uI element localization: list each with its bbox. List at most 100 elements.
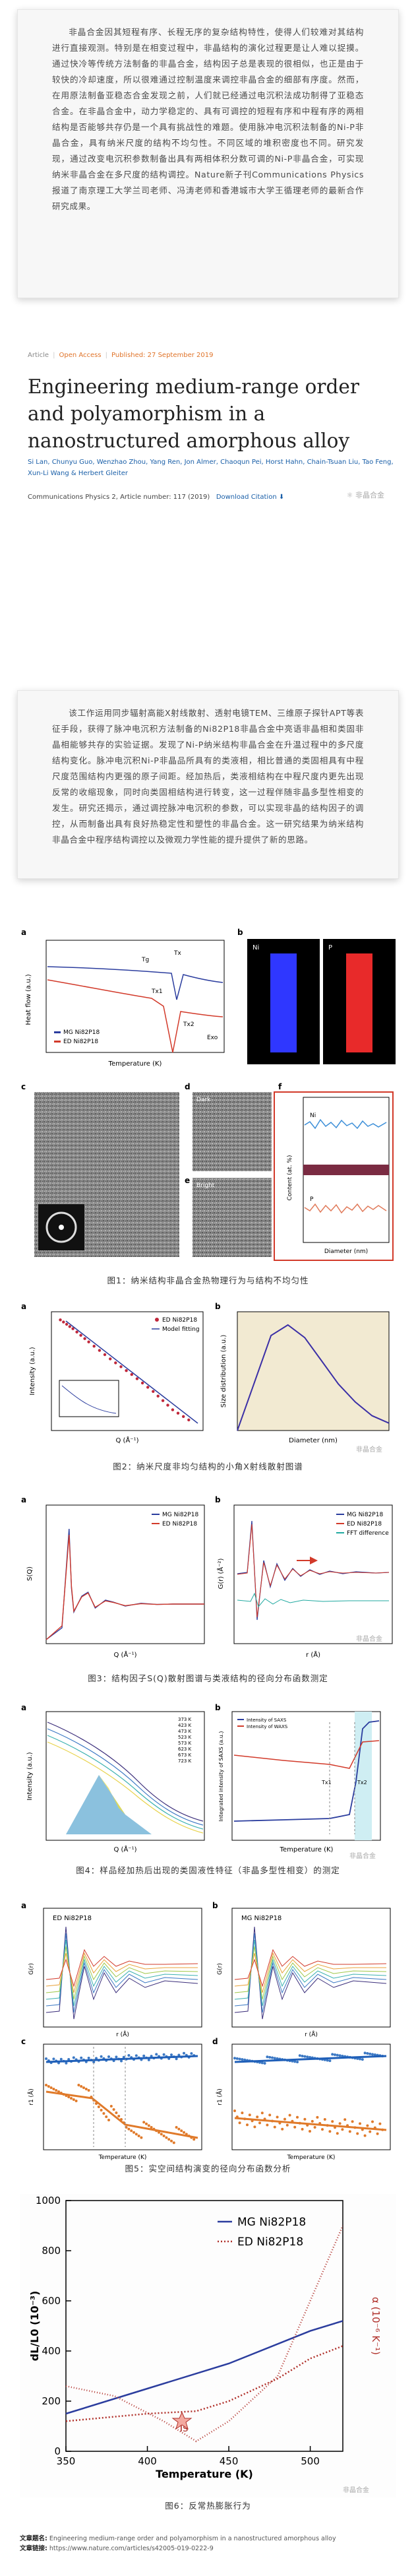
saxs-point bbox=[62, 1320, 65, 1324]
panel-label-b: b bbox=[215, 1302, 221, 1311]
footer: 文章题名: Engineering medium-range order and… bbox=[20, 2534, 396, 2554]
open-access-badge[interactable]: Open Access bbox=[59, 352, 102, 359]
r1-point bbox=[260, 2061, 264, 2065]
fig1f-ylabel: Content (at. %) bbox=[287, 1155, 293, 1201]
gr-ed-line bbox=[237, 1524, 390, 1618]
paper-title: Engineering medium-range order and polya… bbox=[28, 375, 359, 452]
fig5b-xlabel: r (Å) bbox=[305, 2030, 318, 2038]
r2-point bbox=[72, 2098, 75, 2101]
y-tick-label: 0 bbox=[54, 2445, 61, 2457]
r1-point bbox=[59, 2057, 63, 2061]
r2-point bbox=[316, 2115, 319, 2119]
x-tick-label: 400 bbox=[138, 2455, 157, 2467]
legend-ed: ED Ni82P18 bbox=[63, 1039, 98, 1045]
x-tick-label: 350 bbox=[57, 2455, 76, 2467]
saxs-point bbox=[119, 1365, 123, 1368]
r2-point bbox=[183, 2131, 185, 2134]
legend-mg: MG Ni82P18 bbox=[237, 2216, 306, 2229]
fig1a-xlabel: Temperature (K) bbox=[108, 1060, 162, 1068]
source-link[interactable]: https://www.nature.com/articles/s42005-0… bbox=[49, 2545, 214, 2552]
r2-point bbox=[165, 2136, 168, 2139]
r2-point bbox=[343, 2118, 347, 2121]
r1-point bbox=[293, 2060, 297, 2063]
intro-card: 非晶合金因其短程有序、长程无序的复杂结构特性，使得人们较难对其结构进行直接观测。… bbox=[17, 9, 399, 298]
r2-point bbox=[348, 2130, 351, 2133]
r2-point bbox=[338, 2122, 342, 2125]
r2-point bbox=[52, 2088, 55, 2090]
r1-point bbox=[361, 2058, 364, 2061]
saxs-point bbox=[166, 1403, 169, 1407]
figure-1-graphic: a Tg Tx Tx1 Tx2 Exo MG Ni82P18 ED Ni82P1… bbox=[21, 928, 396, 1261]
r1-point bbox=[235, 2057, 239, 2060]
fig5d-ylabel: r1 (Å) bbox=[216, 2088, 223, 2105]
r2-point bbox=[238, 2121, 241, 2125]
r2-point bbox=[133, 2131, 135, 2134]
panel-label-a: a bbox=[21, 1703, 26, 1712]
r2-point bbox=[70, 2097, 73, 2100]
r2-point bbox=[248, 2113, 251, 2117]
svg-text:573 K: 573 K bbox=[178, 1741, 192, 1746]
legend-ed: ED Ni82P18 bbox=[162, 1521, 197, 1528]
r2-point bbox=[125, 2126, 128, 2129]
r2-point bbox=[313, 2126, 316, 2129]
fig5b-ylabel: G(r) bbox=[217, 1963, 223, 1975]
fig5c-ylabel: r1 (Å) bbox=[27, 2088, 35, 2105]
fig1f-xlabel: Diameter (nm) bbox=[324, 1248, 368, 1255]
saxs-point bbox=[171, 1408, 175, 1411]
panel-label-b: b bbox=[212, 1901, 218, 1910]
apt-p-label: P bbox=[328, 944, 332, 951]
r2-point bbox=[328, 2130, 332, 2133]
label-tx1: Tx1 bbox=[321, 1780, 332, 1786]
watermark: 非晶合金 bbox=[343, 2486, 369, 2494]
r1-point bbox=[276, 2057, 279, 2060]
r2-point bbox=[142, 2121, 146, 2124]
download-citation-link[interactable]: Download Citation ⬇ bbox=[216, 494, 285, 501]
saxs-point bbox=[125, 1369, 128, 1372]
r2-point bbox=[301, 2127, 304, 2131]
author-list[interactable]: Si Lan, Chunyu Guo, Wenzhao Zhou, Yang R… bbox=[28, 459, 394, 477]
abstract-card: 该工作运用同步辐射高能X射线散射、透射电镜TEM、三维原子探针APT等表征手段，… bbox=[17, 690, 399, 879]
r1-point bbox=[298, 2054, 301, 2057]
r1-point bbox=[170, 2053, 173, 2057]
r1-point bbox=[366, 2052, 369, 2055]
source-line: 文章题名: Engineering medium-range order and… bbox=[20, 2535, 336, 2542]
r2-point bbox=[109, 2105, 113, 2108]
panel-label-b: b bbox=[215, 1703, 221, 1712]
legend-fft: FFT difference bbox=[347, 1530, 389, 1537]
r2-point bbox=[363, 2134, 367, 2137]
fig5c-xlabel: Temperature (K) bbox=[98, 2154, 147, 2161]
saxs-point bbox=[135, 1377, 139, 1380]
label-exo: Exo bbox=[207, 1035, 218, 1041]
figure-3: a MG Ni82P18 ED Ni82P18 Q (Å⁻¹) S(Q) b M… bbox=[20, 1495, 396, 1692]
saxs-intensity-line bbox=[233, 1720, 380, 1822]
y-tick-label: 200 bbox=[42, 2395, 61, 2407]
r2-point bbox=[147, 2124, 150, 2127]
r2-point bbox=[246, 2123, 249, 2127]
r1-point bbox=[134, 2054, 138, 2057]
r1-point bbox=[122, 2055, 125, 2059]
r1-point bbox=[183, 2051, 185, 2055]
figure-2-caption: 图2：纳米尺度非均匀结构的小角X射线散射图谱 bbox=[113, 1462, 303, 1471]
fig2b-xlabel: Diameter (nm) bbox=[289, 1437, 338, 1444]
figure-5-caption: 图5：实空间结构演变的径向分布函数分析 bbox=[125, 2164, 291, 2174]
r2-point bbox=[80, 2085, 83, 2088]
r1-point bbox=[45, 2057, 47, 2060]
figure-2: a ED Ni82P18 Model fitting Q (Å⁻¹) Inten… bbox=[20, 1301, 396, 1483]
panel-label-d: d bbox=[185, 1082, 191, 1091]
panel-label-c: c bbox=[21, 1082, 26, 1091]
model-fit-line bbox=[65, 1320, 198, 1424]
r2-point bbox=[140, 2136, 143, 2139]
r1-point bbox=[326, 2059, 329, 2062]
r1-point bbox=[268, 2055, 272, 2059]
y-tick-label: 400 bbox=[42, 2345, 61, 2357]
r2-point bbox=[150, 2126, 153, 2129]
r2-point bbox=[100, 2109, 103, 2111]
r1-point bbox=[52, 2057, 55, 2061]
p-content-line bbox=[304, 1203, 387, 1214]
legend-mg-b: MG Ni82P18 bbox=[347, 1512, 383, 1518]
r2-point bbox=[276, 2115, 279, 2119]
apt-p-map bbox=[346, 953, 372, 1052]
panel-label-a: a bbox=[21, 928, 26, 937]
label-bright: Bright bbox=[196, 1182, 215, 1189]
r2-point bbox=[268, 2113, 272, 2117]
